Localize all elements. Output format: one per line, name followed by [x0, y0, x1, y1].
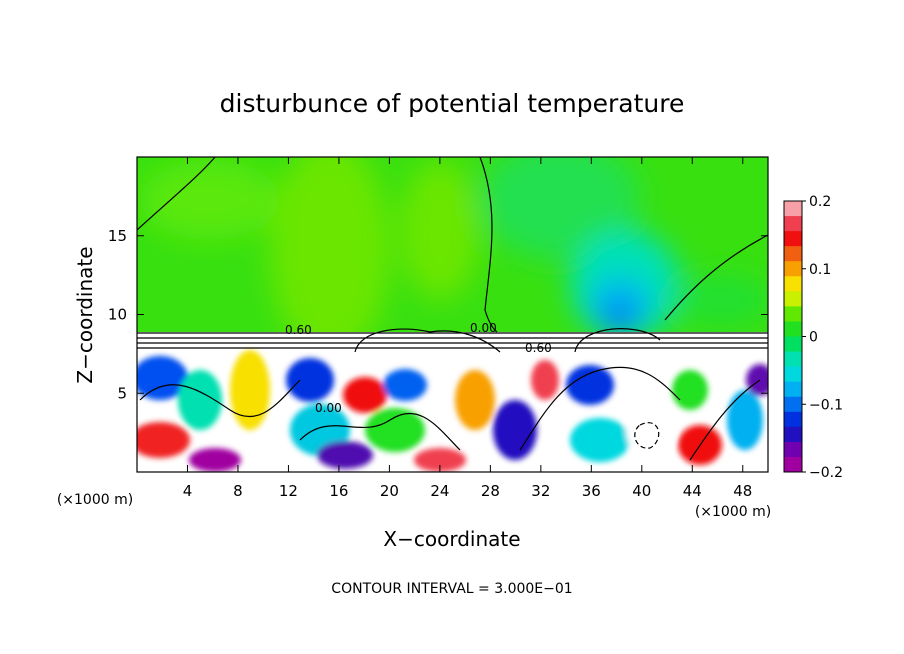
colorbar-swatch	[784, 306, 802, 322]
colorbar-swatch	[784, 336, 802, 353]
colorbar-swatch	[784, 231, 802, 247]
x-tick-label: 48	[733, 482, 752, 500]
y-axis-label: Z−coordinate	[73, 246, 97, 383]
contour-label: 0.00	[315, 401, 342, 415]
x-unit-left: (×1000 m)	[57, 492, 133, 508]
x-axis: 4 8 12 16 20 24 28 32 36 40 44 48	[183, 157, 752, 500]
colorbar-tick-label: 0.2	[809, 194, 831, 210]
x-tick-label: 16	[329, 482, 348, 500]
colorbar-tick-label: 0.1	[809, 262, 831, 278]
x-unit-right: (×1000 m)	[695, 504, 771, 520]
x-tick-label: 32	[531, 482, 550, 500]
x-tick-label: 4	[183, 482, 193, 500]
colorbar-swatch	[784, 366, 802, 383]
x-tick-label: 8	[233, 482, 243, 500]
contour-interval-note: CONTOUR INTERVAL = 3.000E−01	[331, 581, 572, 597]
y-tick-label: 10	[108, 306, 127, 324]
colorbar-swatch	[784, 276, 802, 292]
chart-title: disturbunce of potential temperature	[220, 89, 685, 118]
y-tick-label: 5	[117, 384, 127, 402]
colorbar-swatch	[784, 411, 802, 428]
y-axis: 5 10 15	[108, 227, 768, 402]
colorbar-tick-label: −0.1	[809, 397, 843, 413]
x-tick-label: 20	[380, 482, 399, 500]
colorbar-swatch	[784, 396, 802, 413]
contour-label: 0.60	[285, 323, 312, 337]
colorbar-swatch	[784, 441, 802, 458]
colorbar-swatch	[784, 351, 802, 368]
plot-area: 0.60 0.00 0.00 0.60	[137, 157, 768, 472]
x-tick-label: 44	[683, 482, 702, 500]
colorbar-swatch	[784, 246, 802, 262]
x-axis-label: X−coordinate	[383, 527, 520, 551]
colorbar-swatch	[784, 216, 802, 232]
colorbar-swatch	[784, 291, 802, 307]
colorbar-tick-label: 0	[809, 330, 818, 346]
x-tick-label: 40	[632, 482, 651, 500]
colorbar-swatch	[784, 381, 802, 398]
contour-label: 0.00	[470, 321, 497, 335]
x-tick-label: 28	[481, 482, 500, 500]
colorbar-swatch	[784, 426, 802, 443]
x-tick-label: 24	[430, 482, 449, 500]
colorbar-swatch	[784, 456, 802, 473]
colorbar-swatch	[784, 321, 802, 337]
x-tick-label: 36	[582, 482, 601, 500]
colorbar: 0.2 0.1 0 −0.1 −0.2	[783, 194, 843, 481]
colorbar-tick-label: −0.2	[809, 465, 843, 481]
x-tick-label: 12	[279, 482, 298, 500]
colorbar-swatch	[784, 261, 802, 277]
y-tick-label: 15	[108, 227, 127, 245]
colorbar-swatch	[784, 201, 802, 217]
contour-label: 0.60	[525, 341, 552, 355]
